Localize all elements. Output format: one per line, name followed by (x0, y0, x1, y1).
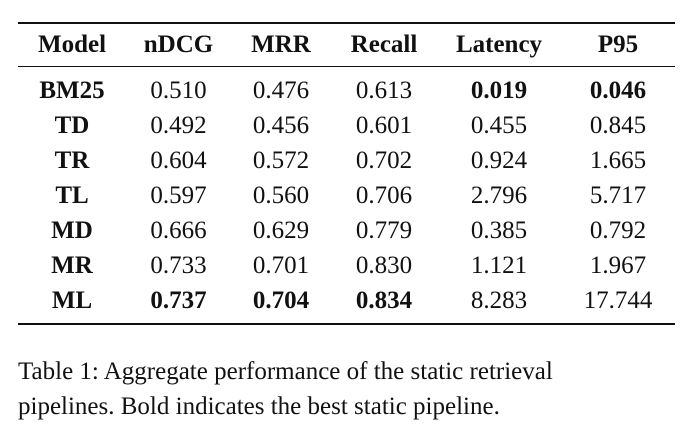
metric-cell: 0.834 (355, 286, 413, 314)
table-row: TL 0.597 0.560 0.706 2.796 5.717 (18, 178, 675, 213)
table-bottom-rule (18, 323, 675, 325)
table-top-rule (18, 22, 675, 24)
metric-cell: 0.560 (252, 181, 310, 209)
caption-line-1: Table 1: Aggregate performance of the st… (18, 358, 553, 385)
metric-cell: 0.706 (355, 181, 413, 209)
metric-cell: 0.924 (470, 146, 528, 174)
metric-cell: 0.779 (355, 216, 413, 244)
table-header-rule (18, 66, 675, 67)
metric-cell: 1.665 (589, 146, 647, 174)
metric-cell: 5.717 (589, 181, 647, 209)
metric-cell: 0.476 (252, 76, 310, 104)
metric-cell: 0.019 (470, 76, 528, 104)
metric-cell: 0.456 (252, 111, 310, 139)
header-ndcg: nDCG (143, 31, 214, 58)
metric-cell: 0.733 (150, 251, 207, 279)
metric-cell: 0.702 (355, 146, 413, 174)
metric-cell: 0.046 (589, 76, 647, 104)
metric-cell: 0.601 (355, 111, 413, 139)
metric-cell: 0.792 (589, 216, 647, 244)
model-name-cell: TR (54, 146, 90, 174)
header-p95: P95 (597, 31, 639, 58)
metric-cell: 1.121 (470, 251, 528, 279)
metric-cell: 0.629 (252, 216, 310, 244)
metric-cell: 0.385 (470, 216, 528, 244)
header-mrr: MRR (251, 31, 311, 58)
metric-cell: 0.572 (252, 146, 310, 174)
table-row: MR 0.733 0.701 0.830 1.121 1.967 (18, 248, 675, 283)
table-caption: Table 1: Aggregate performance of the st… (18, 354, 678, 424)
metric-cell: 0.704 (252, 286, 310, 314)
metric-cell: 0.830 (355, 251, 413, 279)
model-name-cell: TD (54, 111, 90, 139)
metric-cell: 0.737 (150, 286, 207, 314)
metric-cell: 0.666 (150, 216, 207, 244)
metric-cell: 0.845 (589, 111, 647, 139)
metric-cell: 8.283 (470, 286, 528, 314)
metric-cell: 2.796 (470, 181, 528, 209)
header-recall: Recall (350, 31, 418, 58)
table-header-row: Model nDCG MRR Recall Latency P95 (18, 24, 675, 66)
results-table: Model nDCG MRR Recall Latency P95 BM25 0.… (18, 22, 675, 325)
metric-cell: 17.744 (583, 286, 653, 314)
table-body: BM25 0.510 0.476 0.613 0.019 0.046 TD 0.492 0.45… (18, 67, 675, 323)
metric-cell: 0.455 (470, 111, 528, 139)
table-row: ML 0.737 0.704 0.834 8.283 17.744 (18, 283, 675, 318)
metric-cell: 1.967 (589, 251, 647, 279)
table-row: BM25 0.510 0.476 0.613 0.019 0.046 (18, 73, 675, 108)
metric-cell: 0.701 (252, 251, 310, 279)
model-name-cell: MD (51, 216, 93, 244)
metric-cell: 0.613 (355, 76, 413, 104)
table-row: TR 0.604 0.572 0.702 0.924 1.665 (18, 143, 675, 178)
metric-cell: 0.492 (150, 111, 207, 139)
header-latency: Latency (455, 31, 543, 58)
metric-cell: 0.510 (150, 76, 207, 104)
metric-cell: 0.604 (150, 146, 207, 174)
caption-line-2: pipelines. Bold indicates the best stati… (18, 393, 500, 420)
table-row: TD 0.492 0.456 0.601 0.455 0.845 (18, 108, 675, 143)
model-name-cell: BM25 (39, 76, 105, 104)
header-model: Model (37, 31, 107, 58)
table-row: MD 0.666 0.629 0.779 0.385 0.792 (18, 213, 675, 248)
model-name-cell: MR (51, 251, 93, 279)
model-name-cell: TL (55, 181, 89, 209)
metric-cell: 0.597 (150, 181, 207, 209)
model-name-cell: ML (51, 286, 93, 314)
